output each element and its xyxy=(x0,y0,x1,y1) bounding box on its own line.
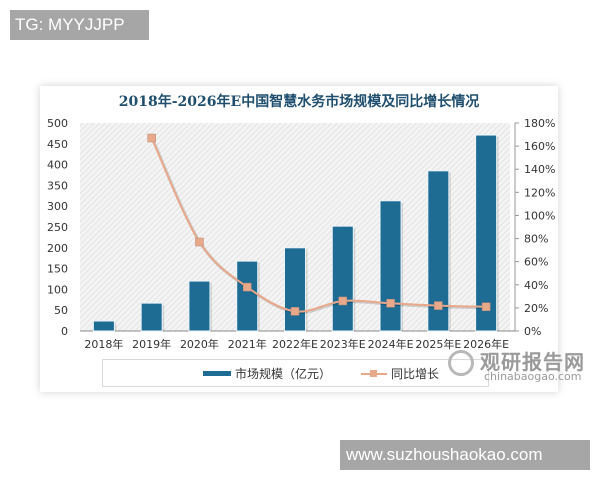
x-tick-label: 2026年E xyxy=(463,337,509,351)
y-tick-label: 400 xyxy=(47,159,68,172)
bar xyxy=(284,247,306,332)
y-tick-label: 0 xyxy=(61,325,68,338)
y-tick-label: 200 xyxy=(47,242,68,255)
legend-item-market-size: 市场规模（亿元） xyxy=(203,365,331,382)
y2-tick-label: 0% xyxy=(524,325,541,338)
line-marker xyxy=(195,237,204,247)
chart-title: 2018年-2026年E中国智慧水务市场规模及同比增长情况 xyxy=(118,94,480,110)
y2-tick-label: 180% xyxy=(524,117,555,130)
legend-item-growth: 同比增长 xyxy=(361,365,439,382)
bar xyxy=(475,134,498,332)
x-tick-label: 2023年E xyxy=(320,337,366,351)
bottom-watermark-tag: www.suzhoushaokao.com xyxy=(340,440,590,470)
top-watermark-tag: TG: MYYJJPP xyxy=(10,10,149,40)
bar xyxy=(331,225,354,332)
line-marker xyxy=(242,282,252,292)
y2-tick-label: 120% xyxy=(524,186,555,199)
x-tick-label: 2021年 xyxy=(228,337,267,351)
line-marker-swatch-icon xyxy=(361,369,387,377)
chinabaogao-watermark: 观研报告网 chinabaogao.com xyxy=(444,346,594,386)
y2-tick-label: 40% xyxy=(524,279,548,292)
line-marker xyxy=(386,299,395,308)
x-tick-label: 2022年E xyxy=(272,337,318,351)
watermark-logo-icon xyxy=(448,350,474,376)
x-tick-label: 2018年 xyxy=(84,337,123,351)
bar xyxy=(236,260,259,332)
y-tick-label: 300 xyxy=(47,200,68,213)
bar xyxy=(427,170,450,332)
line-marker xyxy=(434,301,443,310)
y-tick-label: 150 xyxy=(47,263,68,276)
bar xyxy=(92,320,115,332)
line-marker xyxy=(147,133,156,143)
bar xyxy=(379,200,402,332)
y-tick-label: 100 xyxy=(47,283,68,296)
x-tick-label: 2024年E xyxy=(368,337,414,351)
y-tick-label: 350 xyxy=(47,179,68,192)
y-tick-label: 450 xyxy=(47,138,68,151)
x-tick-label: 2020年 xyxy=(180,337,219,351)
y2-tick-label: 60% xyxy=(524,256,548,269)
chart-plot: 0 50 100 150 200 250 300 350 400 450 500 0% 20% 40% 60… xyxy=(47,117,555,351)
bar xyxy=(140,302,163,332)
x-tick-label: 2025年E xyxy=(415,337,461,351)
bar xyxy=(188,280,211,332)
bar-swatch-icon xyxy=(203,371,231,376)
chart-card: 2018年-2026年E中国智慧水务市场规模及同比增长情况 0 50 100 150 2… xyxy=(40,86,584,392)
y-tick-label: 50 xyxy=(54,304,68,317)
y2-tick-label: 80% xyxy=(524,233,548,246)
y-tick-label: 500 xyxy=(47,117,68,130)
y2-tick-label: 140% xyxy=(524,163,555,176)
chart-legend: 市场规模（亿元） 同比增长 xyxy=(102,359,489,387)
y2-tick-label: 160% xyxy=(524,140,555,153)
line-marker xyxy=(338,296,348,306)
line-marker xyxy=(481,302,491,311)
x-tick-label: 2019年 xyxy=(132,337,171,351)
y2-tick-label: 100% xyxy=(524,209,555,222)
y2-tick-label: 20% xyxy=(524,302,548,315)
line-marker xyxy=(290,307,300,316)
y-tick-label: 250 xyxy=(47,221,68,234)
